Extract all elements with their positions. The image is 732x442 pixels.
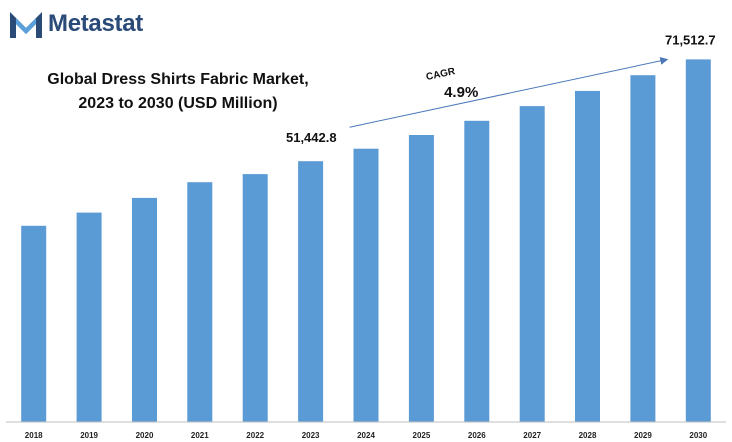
cagr-value: 4.9% xyxy=(444,84,478,101)
x-tick-label: 2026 xyxy=(468,431,486,440)
bar-2029 xyxy=(630,75,656,422)
x-tick-label: 2025 xyxy=(413,431,431,440)
bars-group xyxy=(21,59,711,423)
x-tick-label: 2023 xyxy=(302,431,320,440)
end-value-label: 71,512.7 xyxy=(665,32,716,47)
bar-2026 xyxy=(464,120,490,423)
x-tick-label: 2029 xyxy=(634,431,652,440)
cagr-label: CAGR xyxy=(425,66,457,83)
brand-name: Metastat xyxy=(48,10,143,37)
cagr-arrow xyxy=(349,56,669,128)
bar-2021 xyxy=(187,182,213,422)
bar-2020 xyxy=(132,197,157,422)
chart-title: Global Dress Shirts Fabric Market, 2023 … xyxy=(18,68,338,116)
chart-title-line-1: Global Dress Shirts Fabric Market, xyxy=(47,71,309,88)
bar-2023 xyxy=(298,161,324,422)
x-tick-labels: 2018 2019 2020 2021 2022 2023 2024 2025 2026 2027… xyxy=(25,431,708,440)
bar-2022 xyxy=(242,174,268,422)
x-tick-label: 2027 xyxy=(523,431,541,440)
x-tick-label: 2024 xyxy=(357,431,375,440)
start-value-label: 51,442.8 xyxy=(286,130,337,145)
bar-2030 xyxy=(685,59,711,423)
bar-2018 xyxy=(21,225,47,422)
bar-2028 xyxy=(575,90,600,423)
metastat-m-logo-icon xyxy=(10,12,42,38)
bar-2025 xyxy=(408,135,434,422)
x-tick-label: 2030 xyxy=(689,431,707,440)
brand-logo: Metastat xyxy=(8,8,143,40)
bar-2027 xyxy=(519,106,545,422)
bar-2024 xyxy=(353,148,379,422)
x-tick-label: 2020 xyxy=(136,431,154,440)
x-tick-label: 2018 xyxy=(25,431,43,440)
chart-title-line-2: 2023 to 2030 (USD Million) xyxy=(78,95,278,112)
x-tick-label: 2022 xyxy=(246,431,264,440)
x-tick-label: 2019 xyxy=(80,431,98,440)
x-tick-label: 2021 xyxy=(191,431,209,440)
bar-2019 xyxy=(76,212,102,422)
x-tick-label: 2028 xyxy=(579,431,597,440)
